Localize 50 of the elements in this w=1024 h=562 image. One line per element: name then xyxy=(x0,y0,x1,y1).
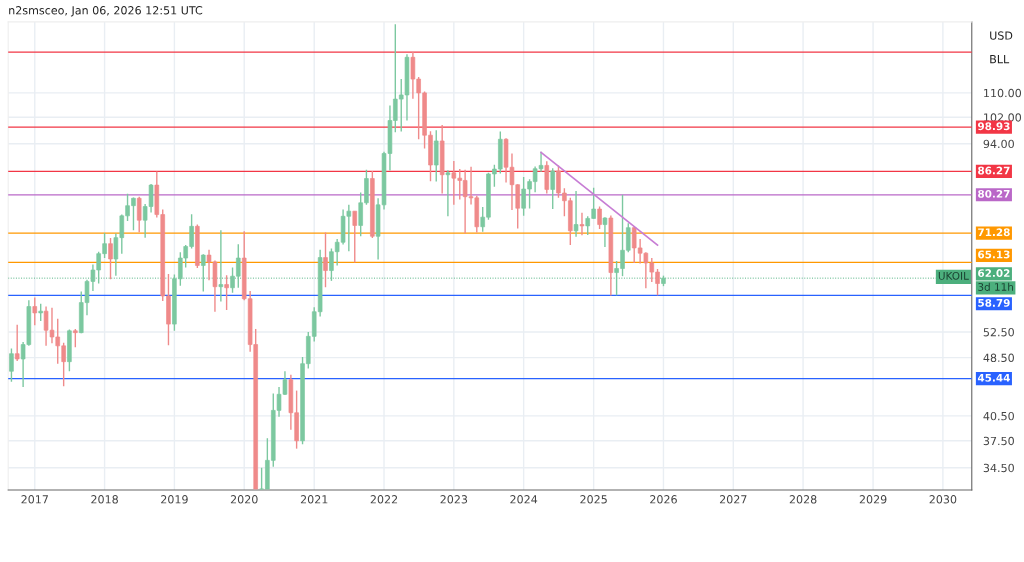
chart-title: n2smsceo, Jan 06, 2026 12:51 UTC xyxy=(9,6,203,17)
x-tick-label: 2018 xyxy=(91,495,118,504)
y-tick-label: 37.50 xyxy=(983,436,1014,446)
candlestick xyxy=(597,205,602,230)
candlestick xyxy=(550,167,555,210)
candlestick xyxy=(573,190,579,238)
y-tick-label: 34.50 xyxy=(983,463,1014,473)
x-tick-label: 2029 xyxy=(859,495,887,504)
y-tick-label: 40.50 xyxy=(983,411,1014,421)
candlestick xyxy=(224,274,229,311)
x-tick-label: 2020 xyxy=(230,495,258,504)
ref-line-label: 45.44 xyxy=(977,373,1010,382)
x-tick-label: 2021 xyxy=(300,495,328,504)
y-tick-label: 94.00 xyxy=(983,139,1014,149)
annotation: UKOIL xyxy=(938,271,969,280)
x-tick-label: 2017 xyxy=(21,495,48,504)
text: USD xyxy=(990,31,1013,40)
candlestick xyxy=(14,324,20,362)
candlestick xyxy=(9,347,14,383)
y-tick-label: 52.50 xyxy=(983,327,1014,337)
candlestick xyxy=(201,253,206,293)
x-tick-label: 2030 xyxy=(929,495,957,504)
x-tick-label: 2027 xyxy=(719,495,747,504)
x-tick-label: 2024 xyxy=(510,495,538,504)
ref-line-label: 62.02 xyxy=(978,269,1010,277)
x-tick-label: 2019 xyxy=(161,495,188,504)
ref-line-label: 80.27 xyxy=(978,189,1010,198)
ref-line-label: 71.28 xyxy=(978,228,1010,237)
ref-line-label: 86.27 xyxy=(978,166,1010,175)
x-tick-label: 2023 xyxy=(440,495,468,504)
x-tick-label: 2025 xyxy=(580,495,607,504)
x-tick-label: 2028 xyxy=(789,495,817,504)
ref-line-label: 65.13 xyxy=(978,250,1010,259)
text: BLL xyxy=(990,55,1010,64)
candlestick xyxy=(218,229,224,303)
candlestick xyxy=(108,237,113,280)
candlestick xyxy=(579,212,585,237)
candlestick xyxy=(323,231,328,288)
candlestick xyxy=(32,296,38,327)
candlestick xyxy=(602,216,608,248)
candlestick xyxy=(445,169,451,217)
x-tick-label: 2026 xyxy=(650,495,677,504)
candlestick xyxy=(73,328,78,348)
text: 3d 11h xyxy=(978,282,1013,291)
ref-line-label: 58.79 xyxy=(978,298,1010,307)
y-tick-label: 110.00 xyxy=(984,88,1022,98)
x-tick-label: 2022 xyxy=(370,495,398,504)
y-tick-label: 48.50 xyxy=(983,353,1014,363)
candlestick xyxy=(352,210,358,264)
candlestick xyxy=(136,195,142,233)
